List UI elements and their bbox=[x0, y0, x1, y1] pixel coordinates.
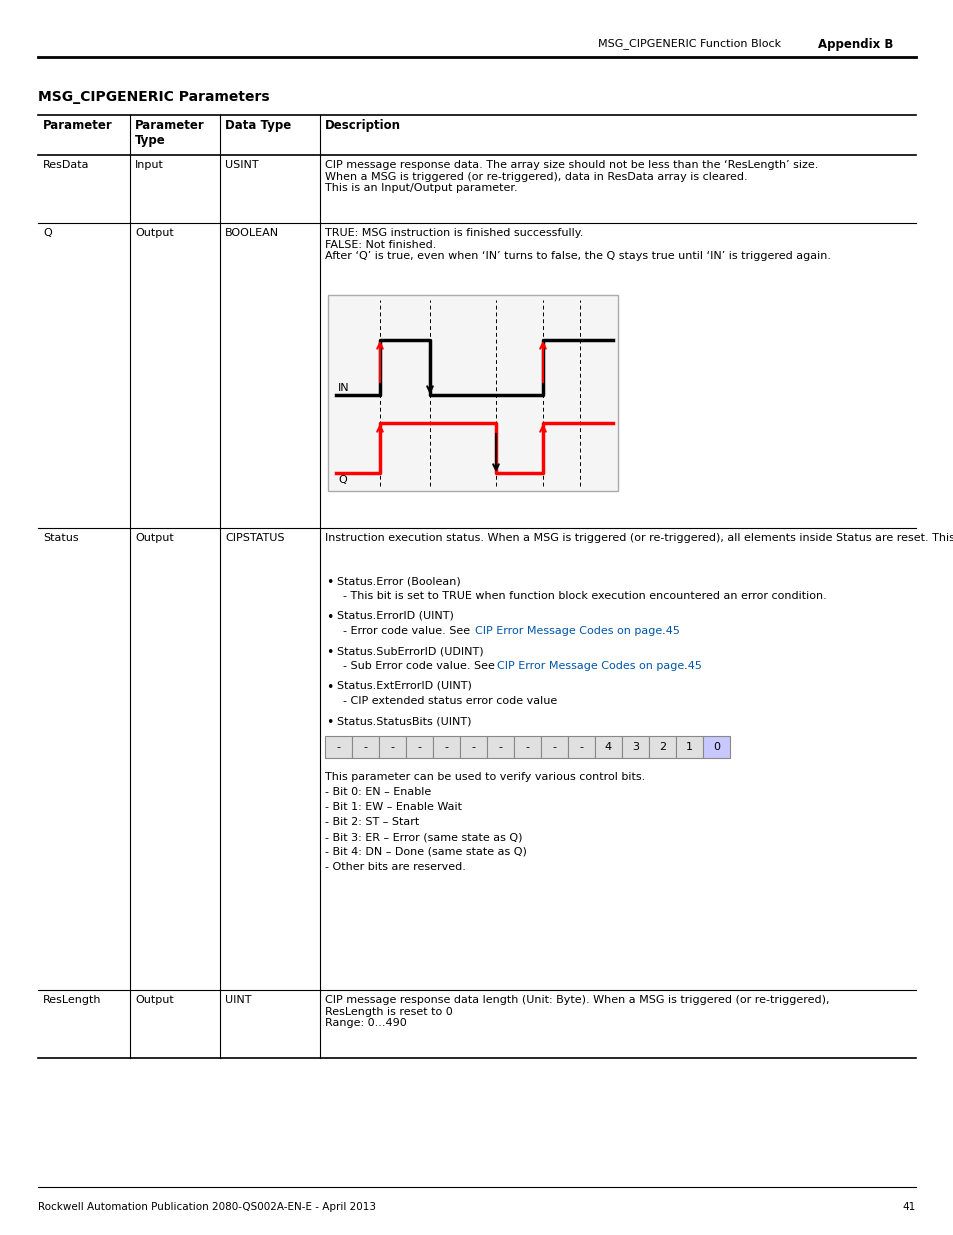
Text: •: • bbox=[326, 716, 333, 729]
Text: Output: Output bbox=[135, 995, 173, 1005]
Text: - CIP extended status error code value: - CIP extended status error code value bbox=[343, 697, 557, 706]
Text: Q: Q bbox=[337, 475, 346, 485]
Bar bbox=[702, 736, 729, 758]
Bar bbox=[595, 736, 621, 758]
Text: Status: Status bbox=[43, 534, 78, 543]
Text: CIP Error Message Codes on page 45: CIP Error Message Codes on page 45 bbox=[497, 661, 701, 671]
Text: -: - bbox=[578, 742, 583, 752]
Text: -: - bbox=[552, 742, 556, 752]
Text: TRUE: MSG instruction is finished successfully.
FALSE: Not finished.
After ‘Q’ i: TRUE: MSG instruction is finished succes… bbox=[325, 228, 830, 261]
Text: 4: 4 bbox=[604, 742, 612, 752]
Bar bbox=[540, 736, 567, 758]
Text: Q: Q bbox=[43, 228, 51, 238]
Bar bbox=[648, 736, 676, 758]
Bar bbox=[406, 736, 433, 758]
Text: -: - bbox=[363, 742, 367, 752]
Text: - Bit 1: EW – Enable Wait: - Bit 1: EW – Enable Wait bbox=[325, 802, 461, 811]
Text: -: - bbox=[336, 742, 340, 752]
Text: 3: 3 bbox=[631, 742, 639, 752]
Text: - Bit 4: DN – Done (same state as Q): - Bit 4: DN – Done (same state as Q) bbox=[325, 847, 526, 857]
Text: -: - bbox=[525, 742, 529, 752]
Bar bbox=[621, 736, 648, 758]
Bar bbox=[328, 295, 618, 492]
Text: - Sub Error code value. See: - Sub Error code value. See bbox=[343, 661, 497, 671]
Text: Description: Description bbox=[325, 119, 400, 132]
Text: •: • bbox=[326, 576, 333, 589]
Text: - Bit 0: EN – Enable: - Bit 0: EN – Enable bbox=[325, 787, 431, 797]
Text: ResData: ResData bbox=[43, 161, 90, 170]
Text: Instruction execution status. When a MSG is triggered (or re-triggered), all ele: Instruction execution status. When a MSG… bbox=[325, 534, 953, 543]
Text: -: - bbox=[498, 742, 502, 752]
Text: Status.ErrorID (UINT): Status.ErrorID (UINT) bbox=[336, 611, 454, 621]
Text: Parameter
Type: Parameter Type bbox=[135, 119, 205, 147]
Text: CIP Error Message Codes on page 45: CIP Error Message Codes on page 45 bbox=[475, 626, 679, 636]
Text: -: - bbox=[390, 742, 395, 752]
Text: Output: Output bbox=[135, 228, 173, 238]
Text: Output: Output bbox=[135, 534, 173, 543]
Text: -: - bbox=[444, 742, 448, 752]
Text: 41: 41 bbox=[902, 1202, 915, 1212]
Text: 1: 1 bbox=[685, 742, 692, 752]
Text: •: • bbox=[326, 646, 333, 659]
Text: UINT: UINT bbox=[225, 995, 252, 1005]
Text: •: • bbox=[326, 611, 333, 624]
Text: Status.SubErrorID (UDINT): Status.SubErrorID (UDINT) bbox=[336, 646, 483, 656]
Text: Appendix B: Appendix B bbox=[817, 38, 892, 51]
Text: -: - bbox=[471, 742, 475, 752]
Text: This parameter can be used to verify various control bits.: This parameter can be used to verify var… bbox=[325, 772, 644, 782]
Text: -: - bbox=[417, 742, 421, 752]
Text: Status.StatusBits (UINT): Status.StatusBits (UINT) bbox=[336, 716, 471, 726]
Text: - Bit 3: ER – Error (same state as Q): - Bit 3: ER – Error (same state as Q) bbox=[325, 832, 522, 842]
Bar bbox=[378, 736, 406, 758]
Text: Data Type: Data Type bbox=[225, 119, 291, 132]
Text: IN: IN bbox=[337, 383, 349, 393]
Bar bbox=[676, 736, 702, 758]
Text: Input: Input bbox=[135, 161, 164, 170]
Text: •: • bbox=[326, 680, 333, 694]
Text: CIPSTATUS: CIPSTATUS bbox=[225, 534, 284, 543]
Text: Status.Error (Boolean): Status.Error (Boolean) bbox=[336, 576, 460, 585]
Text: - Error code value. See: - Error code value. See bbox=[343, 626, 473, 636]
Text: 2: 2 bbox=[659, 742, 665, 752]
Bar bbox=[459, 736, 486, 758]
Text: 0: 0 bbox=[712, 742, 720, 752]
Text: - Bit 2: ST – Start: - Bit 2: ST – Start bbox=[325, 818, 418, 827]
Bar bbox=[486, 736, 514, 758]
Text: Status.ExtErrorID (UINT): Status.ExtErrorID (UINT) bbox=[336, 680, 472, 692]
Bar bbox=[567, 736, 595, 758]
Bar bbox=[433, 736, 459, 758]
Text: .: . bbox=[661, 626, 665, 636]
Text: .: . bbox=[683, 661, 687, 671]
Bar bbox=[352, 736, 378, 758]
Text: MSG_CIPGENERIC Function Block: MSG_CIPGENERIC Function Block bbox=[598, 38, 783, 49]
Text: ResLength: ResLength bbox=[43, 995, 101, 1005]
Text: MSG_CIPGENERIC Parameters: MSG_CIPGENERIC Parameters bbox=[38, 90, 270, 104]
Bar bbox=[514, 736, 540, 758]
Text: Parameter: Parameter bbox=[43, 119, 112, 132]
Text: Rockwell Automation Publication 2080-QS002A-EN-E - April 2013: Rockwell Automation Publication 2080-QS0… bbox=[38, 1202, 375, 1212]
Text: - This bit is set to TRUE when function block execution encountered an error con: - This bit is set to TRUE when function … bbox=[343, 592, 826, 601]
Text: - Other bits are reserved.: - Other bits are reserved. bbox=[325, 862, 465, 872]
Text: CIP message response data length (Unit: Byte). When a MSG is triggered (or re-tr: CIP message response data length (Unit: … bbox=[325, 995, 828, 1029]
Text: BOOLEAN: BOOLEAN bbox=[225, 228, 279, 238]
Text: USINT: USINT bbox=[225, 161, 258, 170]
Text: CIP message response data. The array size should not be less than the ‘ResLength: CIP message response data. The array siz… bbox=[325, 161, 818, 193]
Bar bbox=[325, 736, 352, 758]
